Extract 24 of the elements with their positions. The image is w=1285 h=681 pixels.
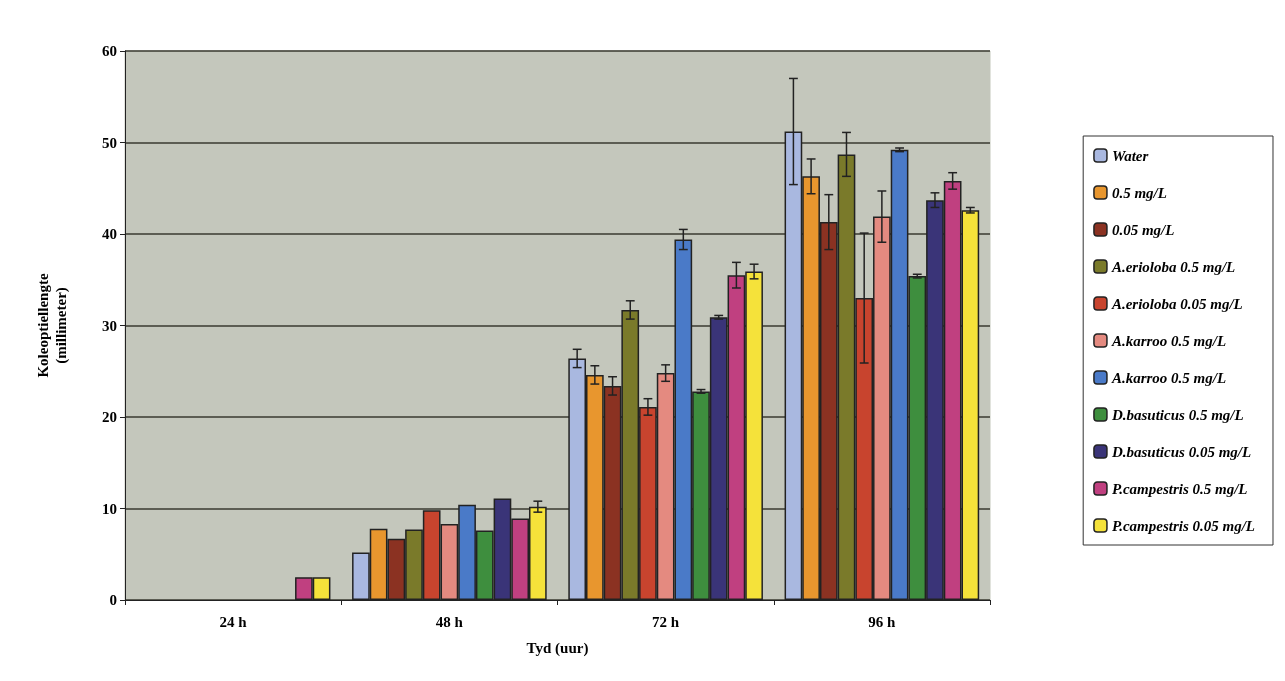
x-tick-label: 24 h	[219, 613, 248, 630]
legend-label: P.campestris 0.05 mg/L	[1111, 517, 1256, 534]
legend-label: 0.5 mg/L	[1111, 184, 1167, 201]
x-tick-label: 72 h	[652, 613, 680, 630]
y-axis-title: Koleoptiellengte (millimeter)	[35, 273, 70, 378]
y-tick-label: 60	[102, 43, 117, 59]
x-tick-label: 96 h	[868, 613, 897, 630]
y-tick-label: 10	[102, 500, 117, 517]
legend-label: A.erioloba 0.5 mg/L	[1110, 258, 1236, 275]
legend-label: Water	[1111, 147, 1149, 164]
legend-label: D.basuticus 0.5 mg/L	[1110, 406, 1244, 423]
legend-label: A.karroo 0.5 mg/L	[1110, 332, 1227, 349]
legend-label: A.karroo 0.5 mg/L	[1110, 369, 1227, 386]
x-tick-label: 48 h	[435, 613, 464, 630]
legend-label: 0.05 mg/L	[1111, 221, 1175, 238]
legend-label: D.basuticus 0.05 mg/L	[1110, 443, 1252, 460]
y-tick-label: 50	[102, 134, 117, 151]
y-tick-label: 30	[102, 317, 117, 334]
legend-label: P.campestris 0.5 mg/L	[1111, 480, 1248, 497]
legend-label: A.erioloba 0.05 mg/L	[1110, 295, 1243, 312]
y-tick-label: 0	[109, 592, 117, 608]
x-axis-title: Tyd (uur)	[526, 639, 589, 657]
y-tick-label: 20	[102, 409, 117, 425]
y-tick-label: 40	[102, 226, 117, 242]
